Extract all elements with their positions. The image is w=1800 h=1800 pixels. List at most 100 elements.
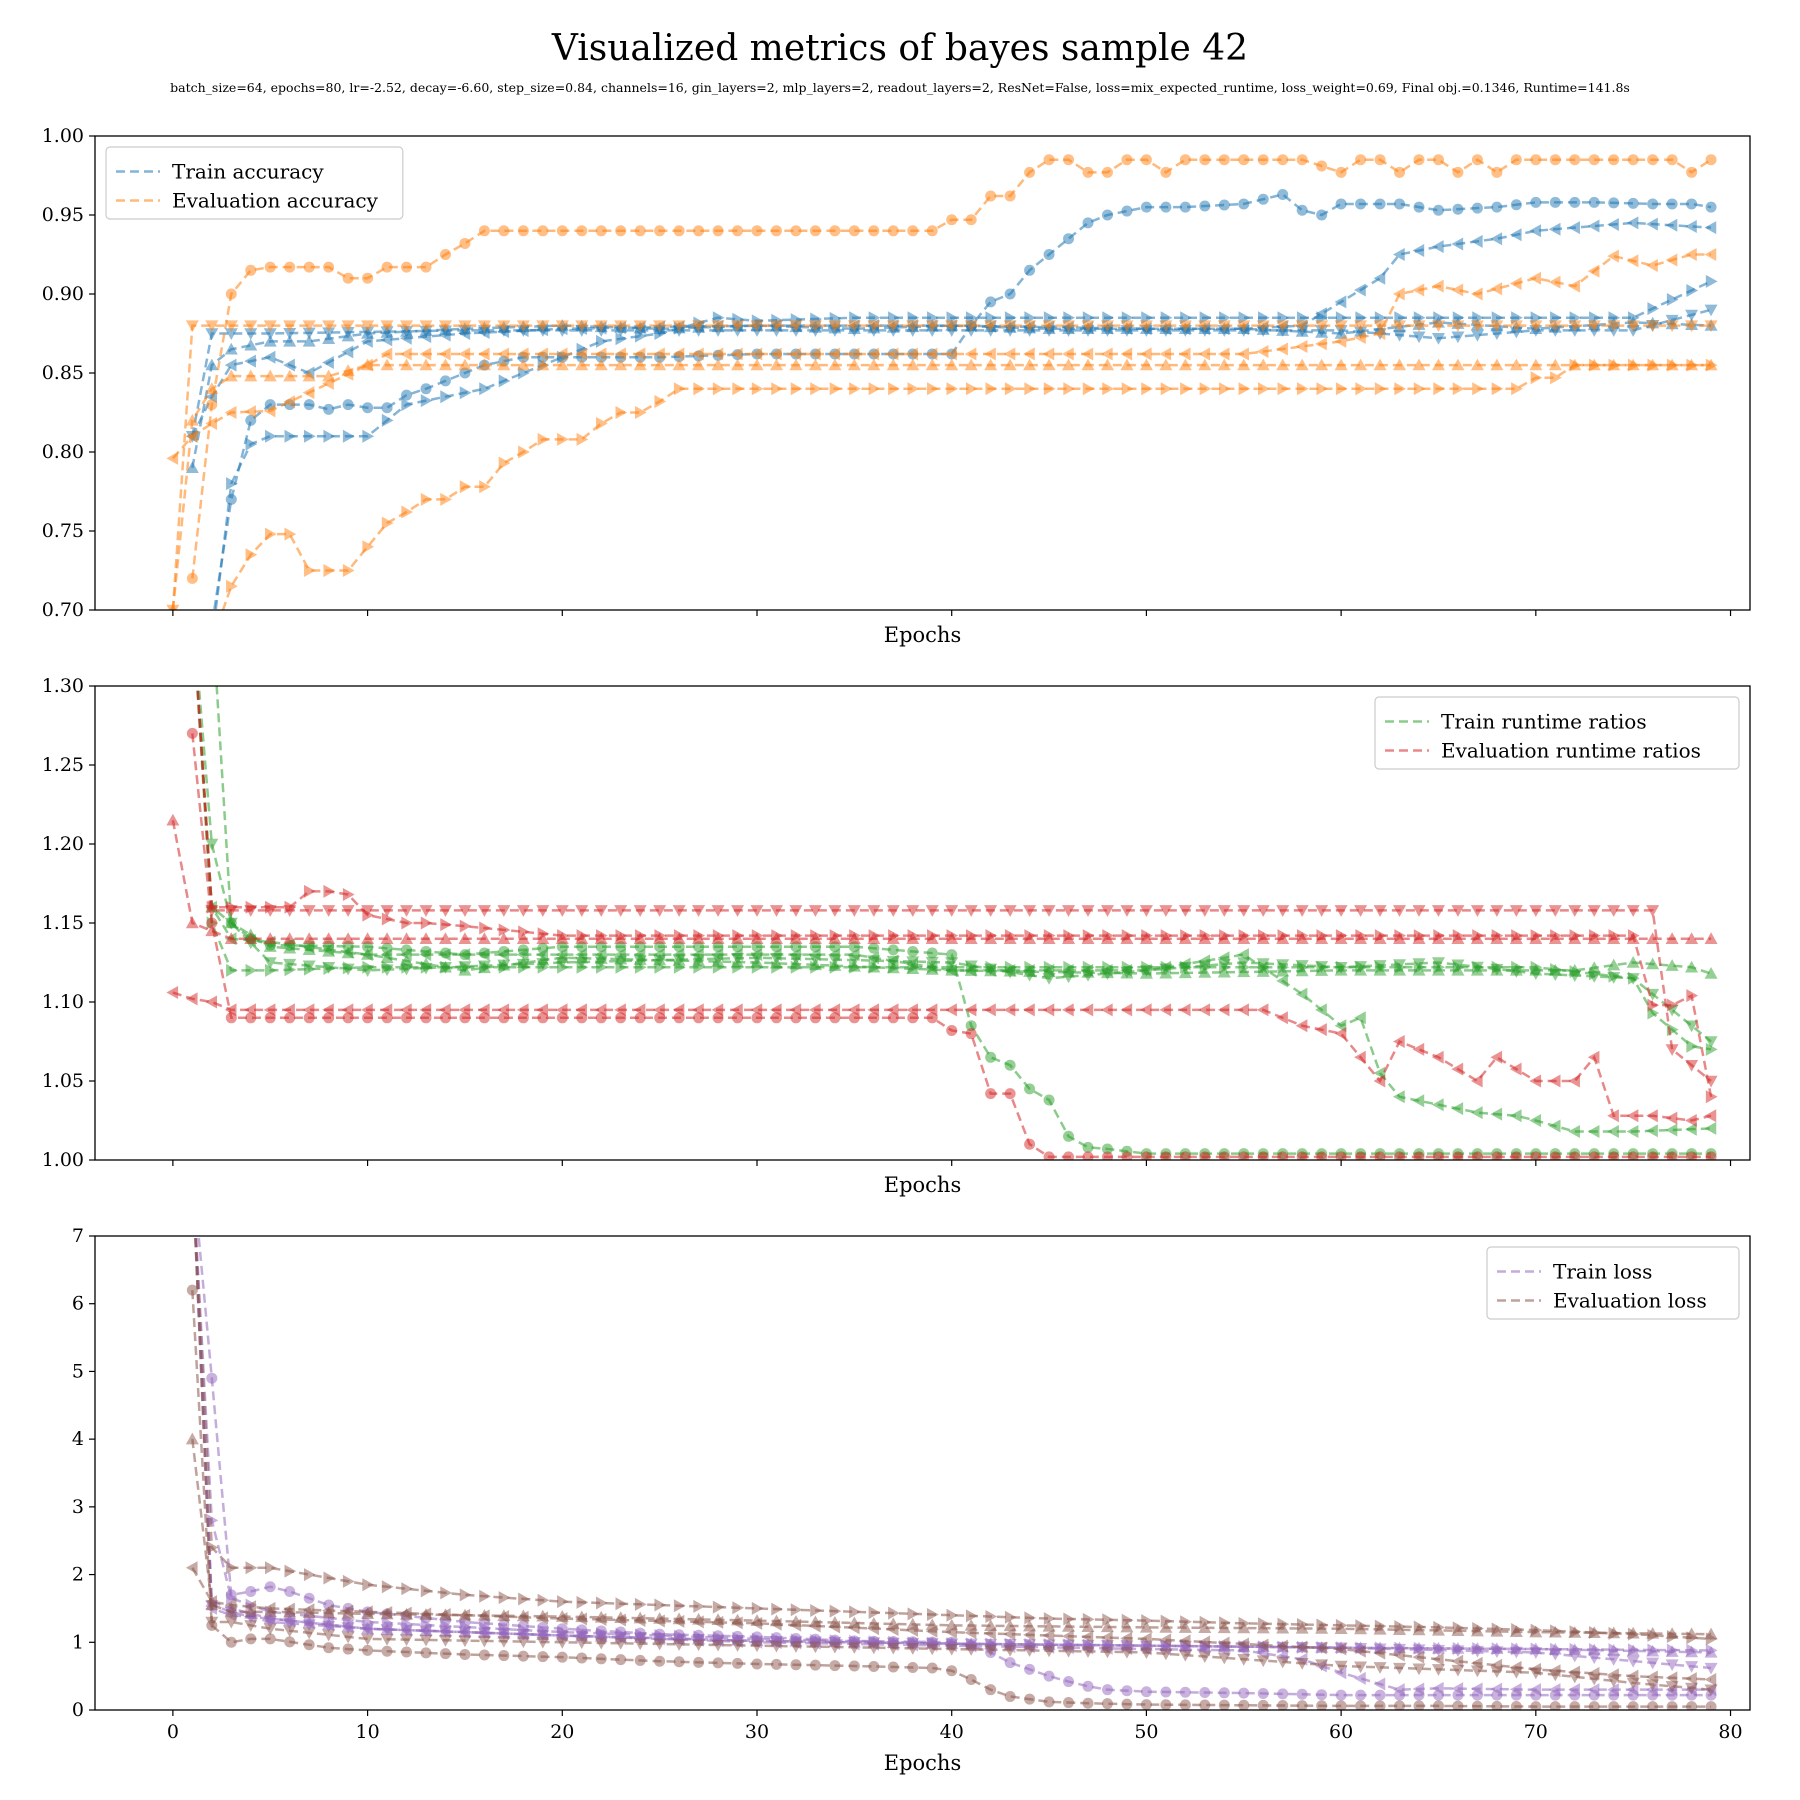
data-point: [1003, 905, 1017, 917]
data-point: [283, 905, 297, 917]
data-point: [1704, 221, 1717, 235]
data-point: [1198, 1003, 1211, 1017]
data-point: [1412, 932, 1426, 944]
data-point: [653, 932, 667, 944]
data-point: [1256, 358, 1270, 371]
data-point: [1120, 905, 1134, 917]
data-point: [925, 905, 939, 917]
data-point: [615, 1012, 627, 1024]
data-point: [769, 320, 783, 333]
data-point: [1686, 1701, 1698, 1710]
data-point: [1587, 905, 1601, 917]
data-point: [1373, 905, 1387, 917]
data-point: [1665, 358, 1679, 371]
data-point: [440, 390, 452, 404]
data-point: [1393, 287, 1405, 301]
data-point: [516, 1610, 529, 1624]
data-point: [1510, 199, 1522, 211]
data-point: [401, 916, 414, 930]
data-point: [245, 1633, 257, 1645]
data-point: [1452, 1151, 1464, 1160]
data-point: [596, 1596, 608, 1610]
data-point: [1374, 1689, 1386, 1701]
data-point: [341, 345, 354, 359]
data-point: [420, 394, 433, 408]
data-point: [322, 1618, 334, 1632]
data-point: [1529, 1625, 1543, 1638]
data-point: [1334, 295, 1347, 309]
data-point: [1568, 1683, 1580, 1697]
data-point: [361, 932, 375, 944]
data-point: [1627, 197, 1639, 209]
data-point: [322, 355, 334, 369]
data-point: [380, 905, 394, 917]
data-point: [420, 261, 432, 273]
data-point: [1199, 200, 1211, 212]
data-point: [1276, 974, 1288, 988]
data-point: [964, 905, 978, 917]
data-point: [1413, 201, 1425, 213]
data-point: [771, 382, 783, 396]
data-point: [1178, 957, 1191, 971]
data-point: [1062, 1629, 1074, 1643]
data-point: [868, 1605, 881, 1619]
data-point: [1198, 1635, 1211, 1649]
data-point: [1550, 371, 1562, 385]
data-point: [1705, 1701, 1717, 1710]
data-point: [1626, 216, 1639, 230]
data-point: [244, 354, 256, 368]
data-point: [536, 1003, 549, 1017]
data-point: [1198, 932, 1212, 944]
data-point: [1665, 1044, 1679, 1056]
data-point: [712, 382, 725, 396]
data-point: [1412, 1042, 1425, 1056]
data-point: [984, 320, 998, 333]
data-point: [322, 932, 336, 944]
data-point: [1159, 960, 1172, 974]
data-point: [1335, 1151, 1347, 1160]
data-point: [1334, 932, 1348, 944]
data-point: [1024, 264, 1036, 276]
data-point: [1431, 358, 1445, 371]
data-point: [1685, 1122, 1697, 1136]
data-point: [536, 932, 550, 944]
data-point: [1373, 1677, 1386, 1691]
data-point: [1451, 1682, 1464, 1696]
data-point: [1003, 347, 1016, 361]
data-point: [1295, 932, 1309, 944]
data-point: [1451, 1645, 1465, 1658]
data-point: [1198, 1651, 1212, 1664]
data-point: [1140, 1151, 1152, 1160]
data-point: [1685, 219, 1697, 233]
series-line: [191, 1438, 1712, 1636]
data-point: [789, 1003, 802, 1017]
data-point: [1003, 1627, 1016, 1641]
data-point: [1159, 905, 1173, 917]
data-point: [401, 261, 413, 273]
data-point: [1316, 1151, 1328, 1160]
data-point: [265, 429, 277, 443]
data-point: [906, 957, 918, 971]
data-point: [1607, 1683, 1619, 1697]
data-point: [458, 1625, 471, 1639]
data-point: [1237, 948, 1249, 962]
data-point: [1451, 237, 1464, 251]
data-point: [1529, 1683, 1542, 1697]
data-point: [557, 1595, 569, 1609]
data-point: [555, 320, 569, 333]
data-point: [1355, 1151, 1367, 1160]
data-point: [926, 1012, 938, 1024]
data-point: [711, 347, 724, 361]
data-point: [1607, 1654, 1621, 1666]
data-point: [1509, 1682, 1522, 1696]
data-point: [1256, 1638, 1269, 1652]
data-point: [654, 225, 666, 237]
data-point: [925, 956, 939, 969]
data-point: [401, 1646, 413, 1658]
data-point: [945, 1643, 959, 1656]
data-point: [477, 1635, 491, 1648]
data-point: [1101, 1151, 1113, 1160]
data-point: [1568, 1665, 1580, 1679]
data-point: [1257, 1687, 1269, 1699]
data-point: [1470, 905, 1484, 917]
